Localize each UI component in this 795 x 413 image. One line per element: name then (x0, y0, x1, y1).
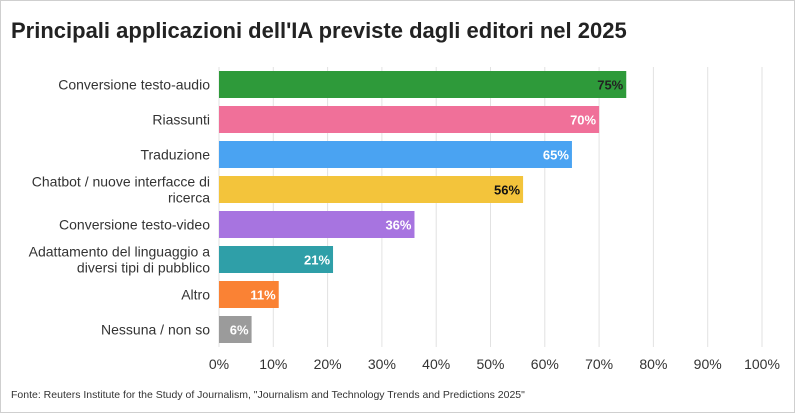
x-axis-tick-labels: 0% 10% 20% 30% 40% 50% 60% 70% 80% 90% 100% (209, 356, 780, 372)
x-tick-label: 20% (314, 356, 342, 372)
category-label: Conversione testo-audio (58, 77, 210, 93)
category-label: Chatbot / nuove interfacce di ricerca (32, 174, 210, 206)
category-label: Altro (181, 287, 210, 303)
x-tick-label: 100% (744, 356, 780, 372)
category-label-line: Riassunti (152, 112, 210, 128)
bar (219, 176, 524, 203)
category-label: Adattamento del linguaggio a diversi tipi… (29, 244, 211, 276)
x-tick-label: 10% (259, 356, 287, 372)
bar-value-label: 75% (597, 78, 623, 93)
x-tick-label: 80% (639, 356, 667, 372)
bars: 75% 70% 65% 56% 36% 21% 11% 6% (219, 71, 627, 343)
bar-value-label: 65% (543, 148, 569, 163)
category-label: Riassunti (152, 112, 210, 128)
category-label-line: Adattamento del linguaggio a (29, 244, 211, 260)
bar-value-label: 70% (570, 113, 596, 128)
category-label: Nessuna / non so (101, 322, 210, 338)
bar (219, 246, 334, 273)
category-label-line: Conversione testo-video (59, 217, 210, 233)
x-tick-label: 70% (585, 356, 613, 372)
bar-value-label: 21% (304, 253, 330, 268)
x-tick-label: 0% (209, 356, 229, 372)
bar-value-label: 11% (250, 288, 276, 303)
category-labels: Conversione testo-audio Riassunti Traduzio… (29, 77, 211, 338)
bar (219, 316, 252, 343)
bar (219, 71, 627, 98)
category-label: Conversione testo-video (59, 217, 210, 233)
bar (219, 106, 600, 133)
category-label-line: ricerca (168, 190, 210, 206)
x-tick-label: 60% (531, 356, 559, 372)
bar-value-label: 6% (230, 323, 249, 338)
bar (219, 281, 279, 308)
category-label-line: diversi tipi di pubblico (77, 260, 210, 276)
x-tick-label: 50% (476, 356, 504, 372)
category-label-line: Altro (181, 287, 210, 303)
category-label-line: Conversione testo-audio (58, 77, 210, 93)
category-label: Traduzione (140, 147, 210, 163)
chart-title: Principali applicazioni dell'IA previste… (11, 18, 627, 43)
bar (219, 211, 415, 238)
x-tick-label: 90% (694, 356, 722, 372)
category-label-line: Chatbot / nuove interfacce di (32, 174, 210, 190)
category-label-line: Traduzione (140, 147, 210, 163)
x-tick-label: 30% (368, 356, 396, 372)
source-note: Fonte: Reuters Institute for the Study o… (11, 389, 525, 401)
category-label-line: Nessuna / non so (101, 322, 210, 338)
bar (219, 141, 572, 168)
bar-value-label: 36% (385, 218, 411, 233)
bar-value-label: 56% (494, 183, 520, 198)
x-tick-label: 40% (422, 356, 450, 372)
